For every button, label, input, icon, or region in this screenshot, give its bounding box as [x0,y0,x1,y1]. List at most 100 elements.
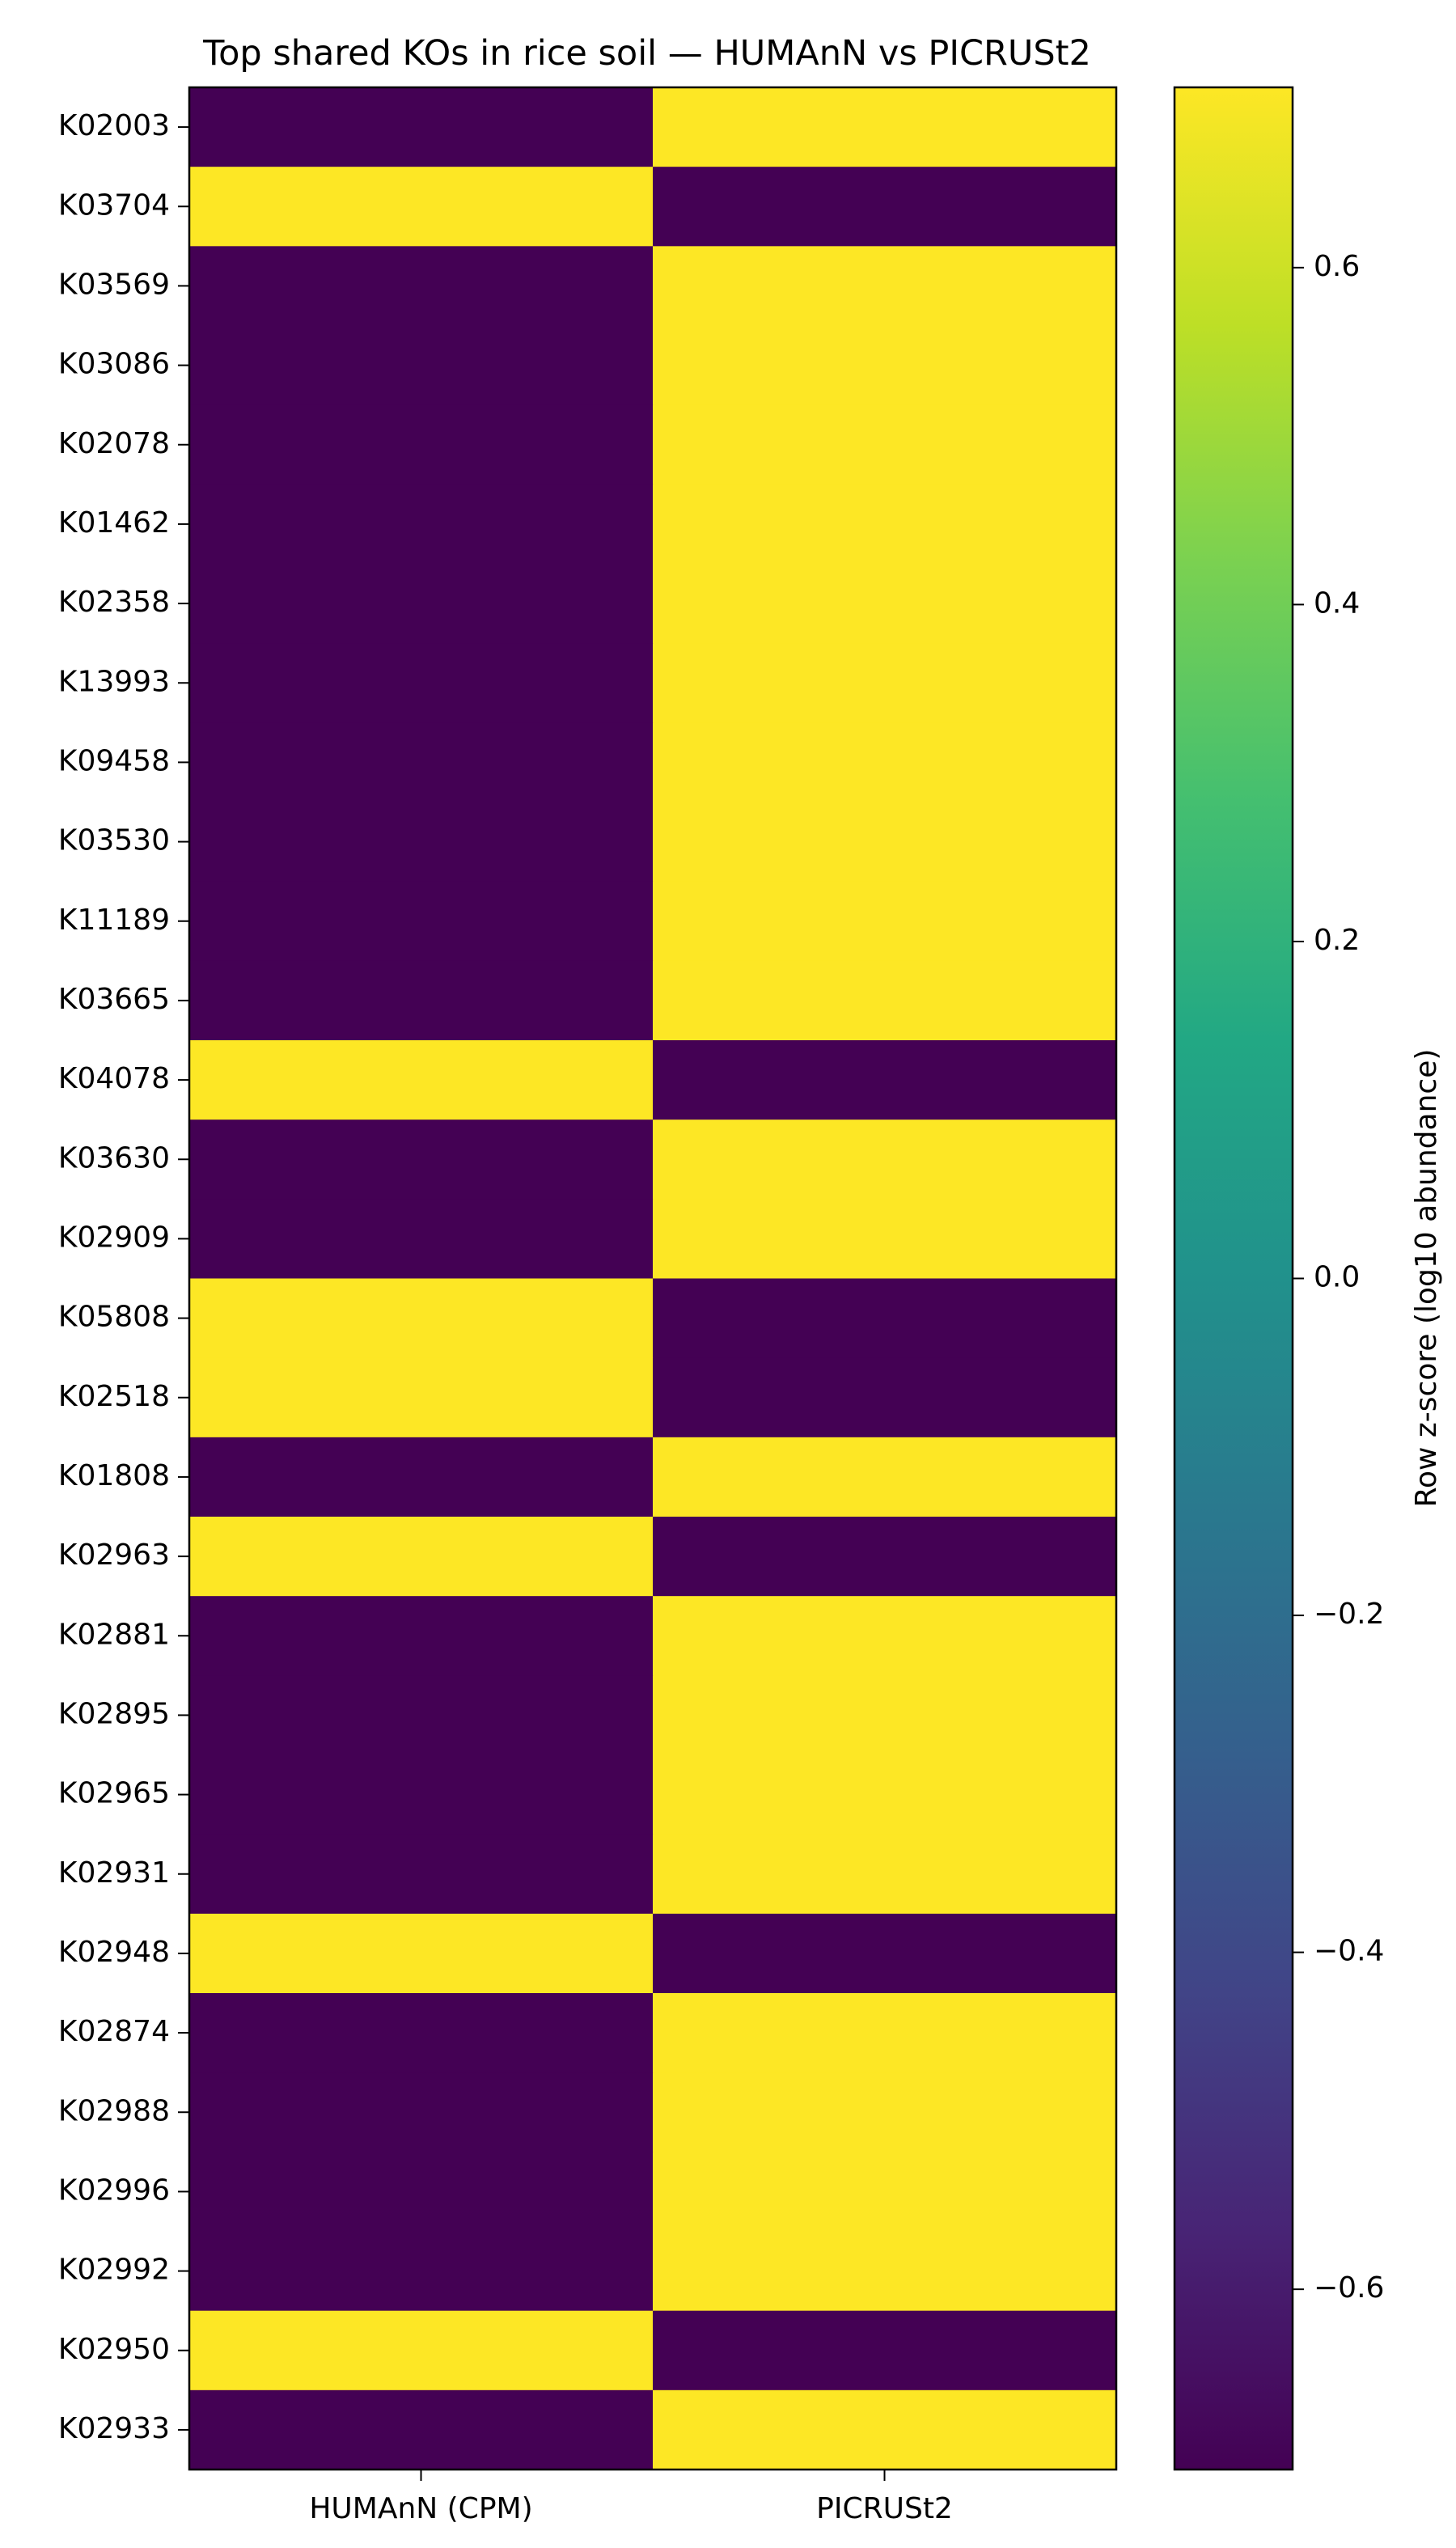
colorbar-tick-label: 0.2 [1314,924,1360,957]
heatmap-cell [653,246,1117,327]
heatmap-cell [653,643,1117,723]
row-label: K01808 [58,1459,170,1492]
colorbar-tick-label: −0.6 [1314,2271,1384,2305]
heatmap-cell [189,881,654,962]
column-label: PICRUSt2 [816,2492,953,2525]
colorbar-tick-label: −0.4 [1314,1935,1384,1968]
row-label: K02518 [58,1380,170,1413]
heatmap-cell [189,246,654,327]
row-labels: K02003 K03704 K03569 K03086 K02078 K01462 K023… [58,109,189,2445]
heatmap-cell [653,1357,1117,1438]
colorbar-ticks: −0.6 −0.4 −0.2 0.0 0.2 0.4 0.6 [1293,250,1384,2305]
row-label: K02078 [58,427,170,460]
row-label: K02996 [58,2173,170,2207]
row-label: K02988 [58,2094,170,2127]
heatmap-cell [189,1517,654,1597]
row-label: K04078 [58,1062,170,1095]
row-label: K03569 [58,268,170,301]
heatmap-cell [189,1913,654,1994]
heatmap-cell [653,960,1117,1041]
heatmap-cell [189,2389,654,2470]
heatmap-cell [653,2152,1117,2233]
row-label: K03630 [58,1141,170,1175]
heatmap-cell [189,325,654,406]
heatmap-cell [653,1040,1117,1120]
heatmap-cell [189,1278,654,1359]
heatmap-cell [189,960,654,1041]
heatmap-cell [653,1437,1117,1517]
row-label: K03086 [58,348,170,381]
heatmap-cell [653,1913,1117,1994]
heatmap-cell [653,404,1117,485]
heatmap-cell [189,2152,654,2233]
heatmap-cell [653,722,1117,803]
heatmap-cell [653,2231,1117,2312]
heatmap-cell [653,1199,1117,1280]
heatmap-cell [189,1834,654,1915]
colorbar-tick-label: 0.4 [1314,586,1360,620]
heatmap-cell [189,643,654,723]
heatmap-cell [189,1993,654,2073]
row-label: K03530 [58,824,170,857]
heatmap-cell [653,881,1117,962]
row-label: K02909 [58,1221,170,1254]
row-label: K13993 [58,665,170,698]
row-label: K02881 [58,1618,170,1651]
plot-frame [188,86,1118,2471]
heatmap-cell [653,2072,1117,2152]
heatmap-cell [653,1993,1117,2073]
heatmap-cell [189,1596,654,1676]
heatmap-cell [189,1040,654,1120]
heatmap-cell [653,1278,1117,1359]
heatmap-cell [653,1754,1117,1835]
heatmap-cell [653,1675,1117,1756]
heatmap-cell [653,87,1117,167]
row-label: K02003 [58,109,170,142]
colorbar-label: Row z-score (log10 abundance) [1410,1049,1443,1508]
chart-title: Top shared KOs in rice soil — HUMAnN vs … [202,33,1091,74]
heatmap-cell [189,722,654,803]
heatmap-cell [653,2310,1117,2391]
heatmap-cell [653,2389,1117,2470]
row-label: K02874 [58,2015,170,2048]
heatmap-cell [653,167,1117,247]
heatmap-cell [189,404,654,485]
column-labels: HUMAnN (CPM) PICRUSt2 [309,2470,953,2525]
column-label: HUMAnN (CPM) [309,2492,532,2525]
heatmap-cell [653,564,1117,644]
colorbar-gradient [1175,87,1293,2470]
row-label: K05808 [58,1301,170,1334]
heatmap-cell [189,1357,654,1438]
colorbar-tick-label: −0.2 [1314,1598,1384,1631]
heatmap-cell [653,1517,1117,1597]
heatmap-cell [653,802,1117,882]
row-label: K02950 [58,2333,170,2366]
row-label: K11189 [58,904,170,937]
heatmap-cells [189,87,1117,2470]
heatmap-cell [189,1754,654,1835]
row-label: K02933 [58,2412,170,2445]
row-label: K01462 [58,506,170,540]
heatmap-cell [653,484,1117,565]
heatmap-cell [189,1120,654,1200]
heatmap-cell [653,1596,1117,1676]
row-label: K02931 [58,1856,170,1890]
heatmap-cell [189,87,654,167]
row-label: K02895 [58,1697,170,1730]
heatmap-cell [653,325,1117,406]
heatmap-cell [189,484,654,565]
heatmap-cell [189,1199,654,1280]
colorbar-tick-label: 0.6 [1314,250,1360,283]
heatmap-cell [653,1834,1117,1915]
row-label: K02992 [58,2254,170,2287]
heatmap-cell [653,1120,1117,1200]
heatmap-cell [189,2231,654,2312]
row-label: K02948 [58,1936,170,1969]
heatmap-cell [189,167,654,247]
heatmap-cell [189,2072,654,2152]
row-label: K02965 [58,1777,170,1810]
row-label: K02963 [58,1539,170,1572]
heatmap-cell [189,1675,654,1756]
colorbar: −0.6 −0.4 −0.2 0.0 0.2 0.4 0.6 Row z-score (lo… [1173,86,1443,2471]
heatmap-cell [189,564,654,644]
